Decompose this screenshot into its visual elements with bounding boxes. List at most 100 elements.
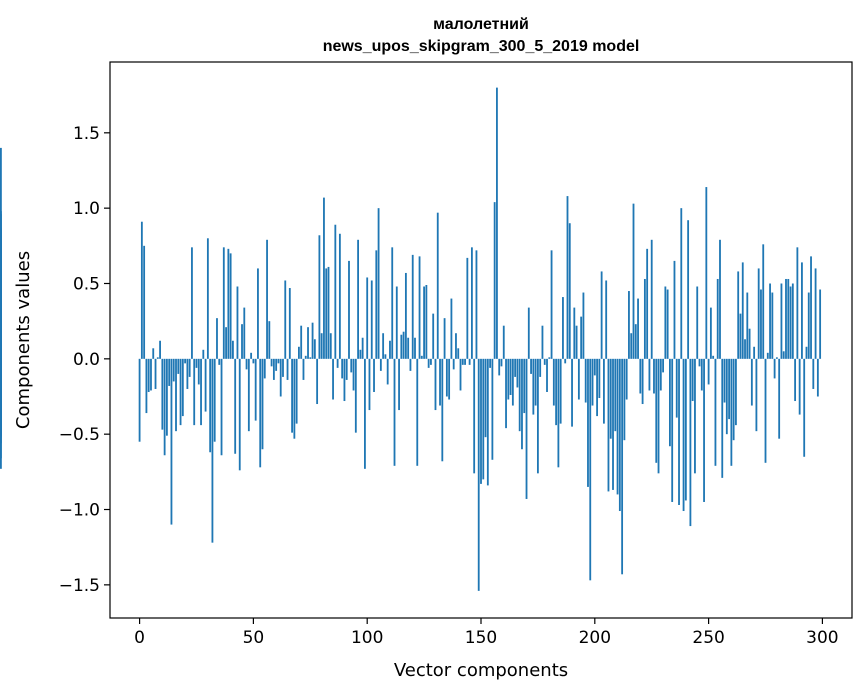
bar [653,358,655,394]
bar [450,298,453,359]
bar [600,271,603,359]
bar [491,358,494,460]
bar [646,248,649,359]
bar [211,358,214,543]
bar [243,307,246,359]
y-tick-label: 1.5 [73,124,100,144]
bar [723,358,726,403]
bar [632,203,635,359]
bar [284,280,287,359]
bar [803,358,806,457]
bar [140,221,143,359]
bar [150,358,152,391]
bar [564,358,567,364]
y-tick-label: −0.5 [59,425,100,445]
bar [295,358,298,424]
bar [291,358,293,433]
bar [452,358,455,370]
bar [546,358,548,392]
bar [773,358,776,379]
bar [156,357,159,359]
bar [819,289,822,359]
x-tick-label: 200 [579,628,611,648]
bar [350,358,353,373]
bar [671,358,674,502]
bar [354,358,357,433]
bar [543,358,546,365]
bar [338,233,341,359]
bar [639,358,642,394]
bar [550,250,553,359]
bar [159,340,161,359]
bar [332,358,334,400]
bar [320,333,323,359]
bar [222,247,225,359]
bar [247,358,250,432]
x-tick-label: 100 [351,628,383,648]
y-axis-ticks: −1.5 −1.0 −0.5 0.0 0.5 1.0 1.5 [59,124,110,596]
bar [277,358,280,364]
bar [730,358,733,466]
bar [589,358,592,581]
bar [637,298,639,359]
bar [796,247,799,359]
bar [257,268,259,359]
bar [220,358,223,456]
bar [593,358,596,376]
bar [266,239,268,359]
bar [236,286,239,359]
bar [313,339,316,359]
bar [341,358,344,379]
bar [559,358,562,424]
bar [138,358,141,442]
bar [459,358,462,391]
bar [270,358,273,367]
bar [500,358,503,367]
bar [445,358,448,397]
bar [425,285,428,359]
bar [757,268,760,359]
bar [785,278,787,359]
bar [468,358,471,365]
bar [161,358,164,430]
bar [0,358,2,365]
bar [573,307,576,359]
bar [814,268,817,359]
x-tick-label: 250 [692,628,724,648]
bar [364,358,366,469]
bar [616,358,619,495]
bar [709,307,712,359]
bar [379,358,382,371]
bar [760,289,762,359]
bar [154,358,157,389]
bar [325,268,328,359]
bar [607,358,610,492]
bar [427,358,430,368]
x-tick-label: 300 [806,628,838,648]
bar [400,334,403,359]
bar [514,358,517,377]
bar [507,358,510,400]
bar [659,358,662,391]
bar [643,278,646,359]
bar [712,355,715,359]
bar [534,358,537,406]
bar [703,358,705,502]
bar [186,358,189,389]
bar [423,286,426,359]
bar [298,346,300,359]
bar [241,324,243,359]
bar [694,358,696,474]
bar [700,358,703,391]
bar [662,358,664,373]
bar [539,358,542,377]
bar [430,358,432,365]
bar [737,271,740,359]
bar [812,358,815,389]
bar [293,358,296,439]
bar [418,256,421,359]
bar [798,358,801,415]
bars-group [0,87,822,591]
bar [177,358,180,374]
